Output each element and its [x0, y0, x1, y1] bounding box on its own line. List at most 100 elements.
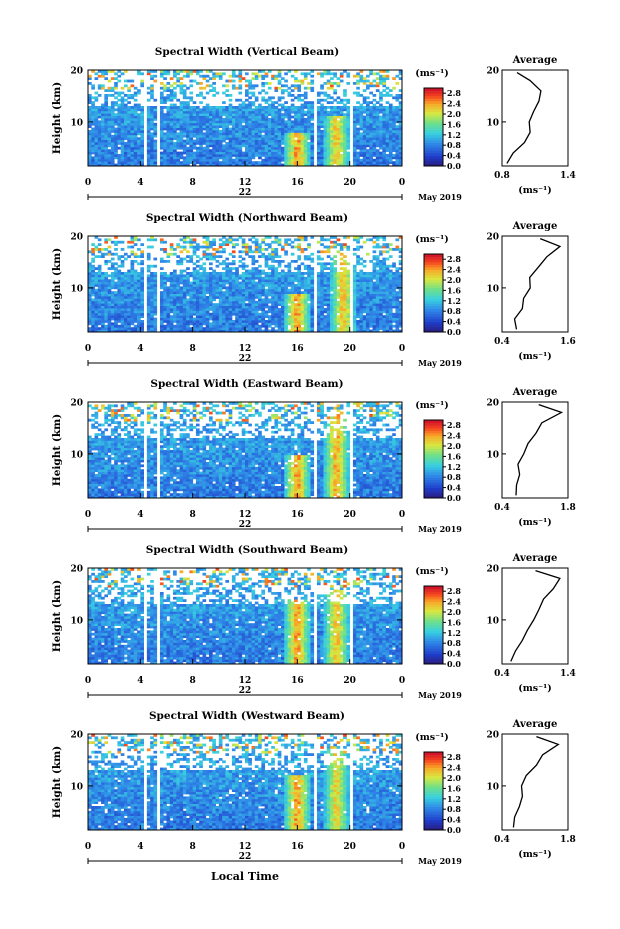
heatmap-cell: [284, 84, 288, 88]
heatmap-cell: [316, 291, 321, 294]
heatmap-cell: [356, 74, 360, 78]
heatmap-cell: [195, 139, 200, 143]
heatmap-cell: [382, 317, 387, 321]
heatmap-cell: [195, 125, 200, 128]
heatmap-cell: [133, 137, 138, 140]
heatmap-cell: [114, 130, 118, 133]
heatmap-cell: [369, 125, 373, 128]
heatmap-cell: [372, 139, 377, 143]
heatmap-cell: [352, 274, 357, 278]
heatmap-cell: [336, 84, 341, 88]
heatmap-cell: [326, 303, 331, 306]
heatmap-cell: [104, 312, 109, 316]
heatmap-cell: [277, 296, 282, 299]
heatmap-cell: [91, 101, 95, 104]
heatmap-cell: [258, 137, 262, 140]
heatmap-cell: [297, 84, 301, 88]
heatmap-cell: [97, 158, 102, 162]
heatmap-cell: [372, 305, 377, 309]
heatmap-cell: [392, 127, 396, 131]
heatmap-cell: [336, 320, 341, 323]
heatmap-cell: [366, 158, 370, 162]
heatmap-cell: [372, 72, 377, 76]
heatmap-cell: [199, 144, 203, 148]
heatmap-cell: [398, 132, 403, 136]
heatmap-cell: [104, 274, 109, 278]
heatmap-cell: [169, 106, 174, 109]
heatmap-cell: [352, 115, 357, 119]
heatmap-cell: [238, 77, 243, 80]
heatmap-cell: [320, 300, 324, 304]
heatmap-cell: [192, 322, 197, 326]
heatmap-cell: [346, 74, 351, 78]
heatmap-cell: [186, 70, 190, 73]
heatmap-cell: [375, 308, 380, 311]
colorbar-segment: [424, 163, 443, 167]
heatmap-cell: [235, 130, 239, 133]
heatmap-cell: [264, 115, 269, 119]
heatmap-cell: [320, 303, 324, 306]
heatmap-cell: [379, 327, 383, 330]
heatmap-cell: [173, 158, 177, 162]
heatmap-cell: [228, 79, 233, 83]
heatmap-cell: [339, 322, 344, 326]
heatmap-cell: [352, 156, 357, 160]
heatmap-cell: [179, 106, 184, 109]
heatmap-cell: [127, 310, 131, 314]
heatmap-cell: [107, 288, 112, 292]
heatmap-cell: [388, 89, 393, 92]
heatmap-cell: [274, 303, 279, 306]
heatmap-cell: [369, 70, 373, 73]
heatmap-cell: [182, 276, 187, 280]
heatmap-cell: [215, 108, 220, 112]
heatmap-cell: [310, 130, 315, 133]
heatmap-cell: [192, 161, 197, 164]
heatmap-cell: [303, 101, 308, 104]
heatmap-cell: [388, 115, 393, 119]
heatmap-cell: [130, 139, 135, 143]
heatmap-cell: [146, 293, 151, 297]
heatmap-cell: [310, 274, 315, 278]
heatmap-cell: [274, 127, 279, 131]
heatmap-cell: [241, 132, 246, 136]
heatmap-cell: [235, 317, 239, 321]
heatmap-cell: [94, 161, 99, 164]
heatmap-cell: [333, 137, 337, 140]
heatmap-cell: [117, 281, 122, 285]
heatmap-cell: [186, 288, 190, 292]
average-frame: [501, 69, 569, 167]
heatmap-cell: [379, 279, 383, 282]
heatmap-cell: [375, 77, 380, 80]
heatmap-cell: [114, 134, 118, 138]
heatmap-cell: [238, 291, 243, 294]
heatmap-cell: [362, 298, 367, 302]
heatmap-cell: [199, 293, 203, 297]
heatmap-cell: [192, 115, 197, 119]
heatmap-cell: [290, 146, 295, 150]
heatmap-cell: [202, 106, 207, 109]
heatmap-cell: [120, 142, 125, 145]
heatmap-cell: [300, 94, 305, 97]
heatmap-cell: [97, 142, 102, 145]
heatmap-cell: [254, 288, 259, 292]
heatmap-cell: [395, 298, 400, 302]
heatmap-cell: [140, 110, 144, 114]
heatmap-cell: [356, 137, 360, 140]
heatmap-cell: [166, 139, 171, 143]
heatmap-cell: [372, 274, 377, 278]
heatmap-cell: [251, 86, 256, 90]
heatmap-cell: [307, 276, 311, 280]
heatmap-cell: [369, 156, 373, 160]
heatmap-cell: [107, 317, 112, 321]
heatmap-cell: [238, 161, 243, 164]
heatmap-cell: [248, 312, 252, 316]
heatmap-cell: [88, 288, 92, 292]
heatmap-cell: [336, 305, 341, 309]
heatmap-cell: [88, 156, 92, 160]
heatmap-cell: [133, 115, 138, 119]
heatmap-cell: [320, 163, 324, 167]
heatmap-cell: [91, 291, 95, 294]
heatmap-cell: [101, 137, 105, 140]
heatmap-cell: [297, 286, 301, 290]
heatmap-cell: [343, 308, 347, 311]
